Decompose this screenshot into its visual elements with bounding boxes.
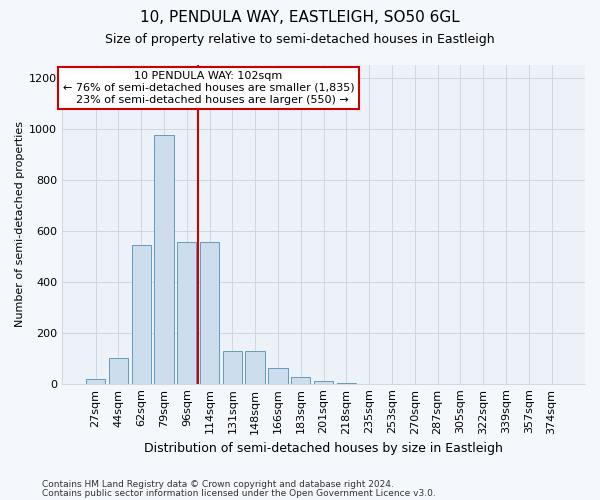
Y-axis label: Number of semi-detached properties: Number of semi-detached properties bbox=[15, 122, 25, 328]
Bar bbox=[291, 378, 310, 384]
Text: Contains public sector information licensed under the Open Government Licence v3: Contains public sector information licen… bbox=[42, 488, 436, 498]
Bar bbox=[314, 381, 333, 384]
Bar bbox=[337, 383, 356, 384]
Bar bbox=[223, 350, 242, 384]
Text: 10, PENDULA WAY, EASTLEIGH, SO50 6GL: 10, PENDULA WAY, EASTLEIGH, SO50 6GL bbox=[140, 10, 460, 25]
Bar bbox=[177, 242, 196, 384]
Text: 10 PENDULA WAY: 102sqm
← 76% of semi-detached houses are smaller (1,835)
  23% o: 10 PENDULA WAY: 102sqm ← 76% of semi-det… bbox=[63, 72, 355, 104]
Text: Contains HM Land Registry data © Crown copyright and database right 2024.: Contains HM Land Registry data © Crown c… bbox=[42, 480, 394, 489]
Bar bbox=[86, 378, 105, 384]
Bar bbox=[245, 350, 265, 384]
Bar bbox=[109, 358, 128, 384]
Bar bbox=[268, 368, 287, 384]
Bar bbox=[131, 244, 151, 384]
Bar bbox=[154, 135, 173, 384]
Text: Size of property relative to semi-detached houses in Eastleigh: Size of property relative to semi-detach… bbox=[105, 32, 495, 46]
X-axis label: Distribution of semi-detached houses by size in Eastleigh: Distribution of semi-detached houses by … bbox=[144, 442, 503, 455]
Bar bbox=[200, 242, 219, 384]
